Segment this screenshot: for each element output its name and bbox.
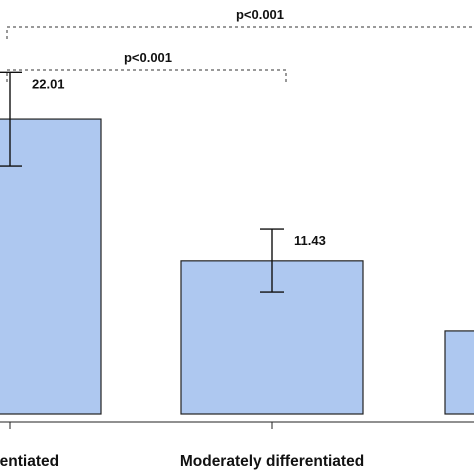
x-tick-labels-group: differentiatedModerately differentiatedW: [0, 453, 364, 470]
x-tick-label-1: Moderately differentiated: [180, 453, 364, 470]
value-labels-group: 22.01 11.43: [32, 76, 326, 248]
bar-0: [0, 118, 102, 415]
x-tick-label-0: differentiated: [0, 453, 59, 470]
value-label-0: 22.01: [32, 76, 65, 91]
value-label-1: 11.43: [294, 233, 326, 248]
comparison-brackets: p<0.001 p<0.001: [6, 7, 474, 82]
error-bars-group: [0, 71, 284, 293]
bar-2: [444, 330, 474, 415]
comparison-bracket-1: [6, 26, 474, 39]
comparison-label-1: p<0.001: [236, 7, 284, 22]
comparison-bracket-0: [6, 69, 287, 82]
x-ticks-group: [9, 422, 273, 429]
bars-group: [0, 118, 474, 415]
comparison-label-0: p<0.001: [124, 50, 172, 65]
